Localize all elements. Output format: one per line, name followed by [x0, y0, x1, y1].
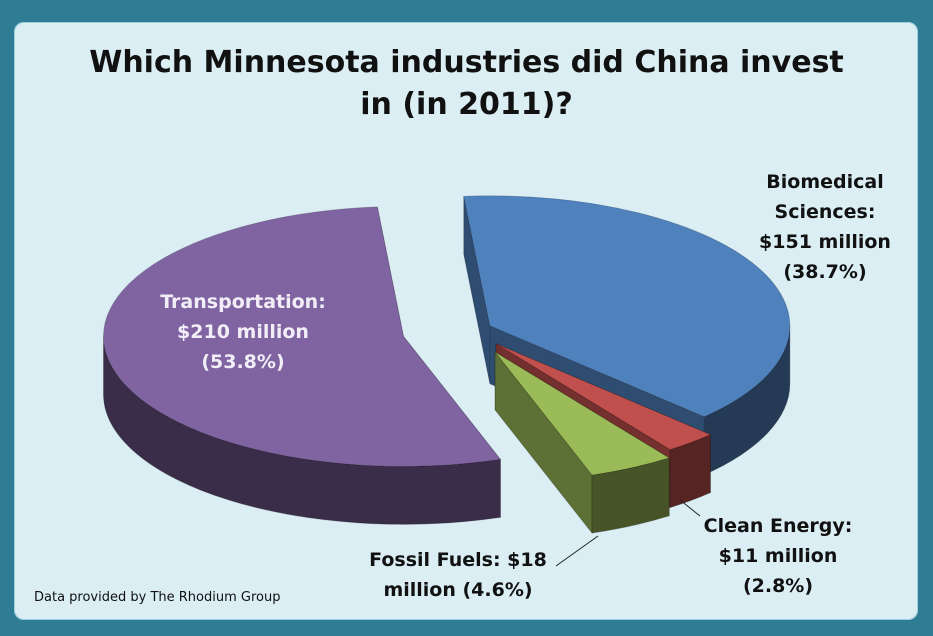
chart-title-line-2: in (in 2011)? — [360, 87, 573, 122]
slice-label-line: (38.7%) — [783, 261, 866, 283]
pie-slice-fossil-fuels — [494, 350, 671, 535]
pie-slice-transportation — [103, 206, 502, 525]
slice-label-line: $151 million — [759, 231, 891, 253]
slice-top — [103, 206, 502, 467]
slice-label-line: $210 million — [177, 321, 309, 343]
slice-label-clean-energy: Clean Energy: $11 million (2.8%) — [704, 515, 853, 597]
slice-label-line: $11 million — [719, 545, 838, 567]
chart-title: Which Minnesota industries did China inv… — [0, 42, 933, 126]
leader-line — [555, 535, 599, 567]
slice-top — [494, 351, 671, 476]
slice-label-line: Transportation: — [160, 291, 326, 313]
source-note: Data provided by The Rhodium Group — [34, 590, 281, 605]
slice-top — [495, 343, 712, 451]
slice-label-line: million (4.6%) — [383, 579, 532, 601]
chart-title-line-1: Which Minnesota industries did China inv… — [89, 45, 844, 80]
pie-slice-biomedical-sciences — [463, 195, 791, 476]
slice-label-line: (2.8%) — [743, 575, 813, 597]
slice-label-line: Sciences: — [775, 201, 876, 223]
slice-label-line: Biomedical — [766, 171, 883, 193]
slice-label-biomedical-sciences: Biomedical Sciences: $151 million (38.7%) — [759, 171, 891, 283]
slice-label-line: Clean Energy: — [704, 515, 853, 537]
slice-label-line: (53.8%) — [201, 351, 284, 373]
slice-label-fossil-fuels: Fossil Fuels: $18 million (4.6%) — [369, 549, 547, 601]
slice-label-transportation: Transportation: $210 million (53.8%) — [160, 291, 326, 373]
slice-top — [463, 195, 791, 418]
slice-wall — [494, 350, 593, 535]
slice-label-line: Fossil Fuels: $18 — [369, 549, 547, 571]
leader-line — [679, 499, 701, 517]
